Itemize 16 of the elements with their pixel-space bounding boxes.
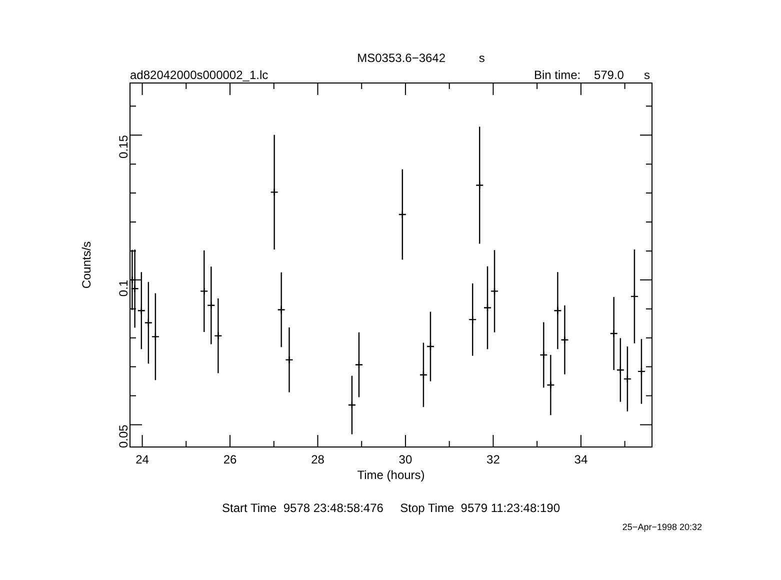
- x-axis-title: Time (hours): [357, 468, 425, 482]
- x-tick-label: 24: [136, 452, 150, 467]
- x-tick-label: 34: [574, 452, 588, 467]
- y-tick-label: 0.15: [116, 134, 130, 158]
- x-tick-label: 26: [223, 452, 238, 467]
- x-tick-label: 28: [311, 452, 325, 467]
- chart-title: MS0353.6−3642 s: [357, 51, 485, 65]
- x-tick-label: 30: [398, 452, 412, 467]
- text: Start Time 9578 23:48:58:476 Stop Time 9579 11:23:48:190: [222, 501, 560, 515]
- y-axis-title: Counts/s: [80, 241, 94, 289]
- x-tick-label: 32: [486, 452, 500, 467]
- chart-subtitle: ad82042000s000002_1.lc: [130, 68, 268, 82]
- text: 25−Apr−1998 20:32: [622, 522, 702, 532]
- y-tick-label: 0.05: [116, 424, 130, 448]
- y-tick-label: 0.1: [116, 280, 130, 297]
- text: Bin time: 579.0 s: [534, 68, 650, 82]
